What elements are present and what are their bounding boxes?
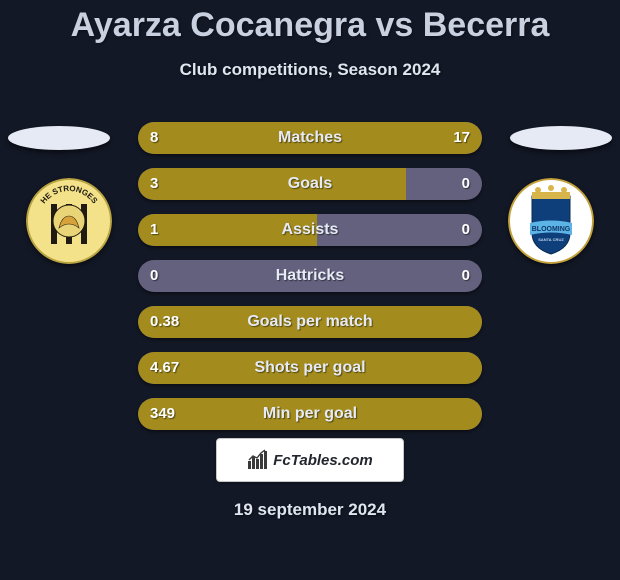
stat-label: Assists [138,214,482,246]
club-crest-left: HE STRONGES [26,178,112,264]
stat-value-left: 8 [150,122,158,154]
club-crest-right: BLOOMING SANTA CRUZ [508,178,594,264]
brand-badge: FcTables.com [216,438,404,482]
stat-label: Goals [138,168,482,200]
stat-row: Assists1 0 [138,214,482,246]
subtitle: Club competitions, Season 2024 [0,60,620,80]
stat-value-right: 0 [462,260,470,292]
stat-value-left: 3 [150,168,158,200]
stat-label: Min per goal [138,398,482,430]
crest-left-svg: HE STRONGES [26,178,112,264]
stat-value-left: 0 [150,260,158,292]
stat-row: Hattricks0 0 [138,260,482,292]
stat-label: Goals per match [138,306,482,338]
comparison-infographic: Ayarza Cocanegra vs Becerra Club competi… [0,0,620,580]
stat-row: Min per goal349 [138,398,482,430]
svg-text:BLOOMING: BLOOMING [532,226,571,233]
stat-value-left: 349 [150,398,175,430]
chart-icon [247,449,269,471]
stat-value-left: 0.38 [150,306,179,338]
title: Ayarza Cocanegra vs Becerra [0,6,620,45]
stat-label: Shots per goal [138,352,482,384]
stat-row: Matches8 17 [138,122,482,154]
flag-placeholder-left [8,126,110,150]
stat-row: Goals3 0 [138,168,482,200]
stat-value-left: 4.67 [150,352,179,384]
svg-text:SANTA CRUZ: SANTA CRUZ [538,237,564,242]
stat-row: Goals per match0.38 [138,306,482,338]
stat-row: Shots per goal4.67 [138,352,482,384]
stat-value-right: 0 [462,168,470,200]
brand-text: FcTables.com [273,452,372,469]
flag-placeholder-right [510,126,612,150]
crest-right-svg: BLOOMING SANTA CRUZ [508,178,594,264]
stat-label: Matches [138,122,482,154]
stat-value-right: 0 [462,214,470,246]
date: 19 september 2024 [0,500,620,520]
stats-list: Matches817Goals30Assists10Hattricks00Goa… [138,122,482,430]
stat-value-right: 17 [453,122,470,154]
stat-label: Hattricks [138,260,482,292]
stat-value-left: 1 [150,214,158,246]
